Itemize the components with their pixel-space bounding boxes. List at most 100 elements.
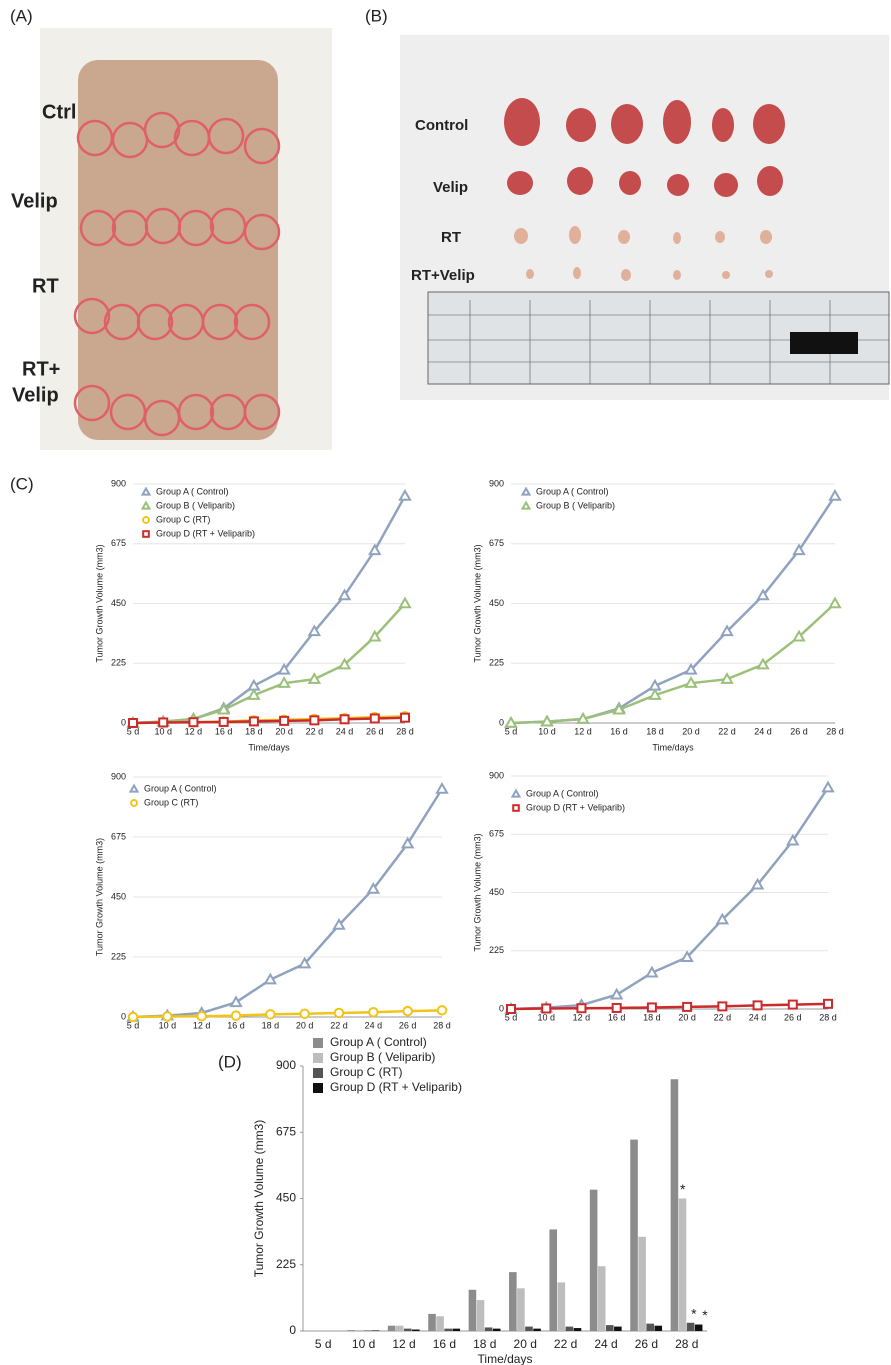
x-tick-label: 26 d	[790, 726, 808, 736]
marker	[612, 990, 622, 999]
legend-label: Group A ( Control)	[156, 486, 229, 496]
legend-label: Group C (RT)	[330, 1065, 402, 1079]
line	[133, 789, 442, 1017]
bar	[638, 1237, 646, 1331]
marker	[163, 1012, 172, 1021]
x-tick-label: 12 d	[193, 1020, 211, 1030]
legend-swatch	[313, 1083, 323, 1093]
x-tick-label: 24 d	[336, 726, 354, 736]
marker	[159, 718, 167, 726]
bar	[444, 1329, 452, 1331]
x-tick-label: 24 d	[749, 1012, 767, 1022]
x-tick-label: 26 d	[784, 1012, 802, 1022]
bar	[671, 1079, 679, 1331]
panel-label: (D)	[218, 1052, 242, 1071]
y-tick-label: 900	[276, 1058, 296, 1072]
y-tick-label: 0	[499, 717, 504, 727]
y-tick-label: 675	[489, 538, 504, 548]
marker	[403, 1007, 412, 1016]
x-tick-label: 20 d	[678, 1012, 696, 1022]
y-tick-label: 225	[111, 951, 126, 961]
x-tick-label: 10 d	[537, 1012, 555, 1022]
x-tick-label: 20 d	[275, 726, 293, 736]
y-tick-label: 675	[489, 829, 504, 839]
bar	[372, 1330, 380, 1331]
marker	[309, 674, 319, 683]
bar	[364, 1330, 372, 1331]
y-tick-label: 450	[489, 887, 504, 897]
panel-label: (C)	[10, 474, 34, 493]
y-tick-label: 225	[489, 945, 504, 955]
bar	[396, 1326, 404, 1331]
x-tick-label: 18 d	[245, 726, 263, 736]
x-tick-label: 20 d	[514, 1337, 537, 1351]
marker	[613, 1004, 621, 1012]
x-tick-label: 10 d	[159, 1020, 177, 1030]
x-tick-label: 10 d	[154, 726, 172, 736]
marker	[197, 1012, 206, 1021]
bar	[388, 1326, 396, 1331]
bar	[566, 1327, 574, 1331]
x-tick-label: 10 d	[352, 1337, 375, 1351]
marker	[400, 599, 410, 608]
panel-label: (A)	[10, 6, 33, 25]
marker	[401, 714, 409, 722]
marker	[280, 717, 288, 725]
y-tick-label: 0	[121, 1011, 126, 1021]
bar	[558, 1282, 566, 1331]
x-tick-label: 5 d	[505, 726, 518, 736]
marker	[131, 800, 137, 806]
significance-mark: *	[691, 1305, 697, 1321]
marker	[523, 503, 530, 509]
x-tick-label: 28 d	[819, 1012, 837, 1022]
y-tick-label: 900	[111, 478, 126, 488]
y-axis-label: Tumor Growth Volume (mm3)	[472, 833, 482, 951]
y-axis-label: Tumor Growth Volume (mm3)	[94, 544, 104, 662]
y-tick-label: 0	[499, 1003, 504, 1013]
legend-label: Group D (RT + Veliparib)	[330, 1080, 462, 1094]
marker	[266, 1010, 275, 1019]
x-tick-label: 24 d	[754, 726, 772, 736]
x-tick-label: 12 d	[573, 1012, 591, 1022]
marker	[823, 783, 833, 792]
marker	[824, 1000, 832, 1008]
y-tick-label: 900	[489, 478, 504, 488]
marker	[369, 1008, 378, 1017]
marker	[523, 489, 530, 495]
bar	[614, 1327, 622, 1331]
marker	[683, 1003, 691, 1011]
x-tick-label: 26 d	[635, 1337, 658, 1351]
x-tick-label: 16 d	[610, 726, 628, 736]
marker	[789, 1001, 797, 1009]
photo-label: RT	[441, 229, 461, 246]
bar	[493, 1329, 501, 1331]
legend-label: Group C (RT)	[144, 797, 198, 807]
bar	[654, 1326, 662, 1331]
y-tick-label: 0	[289, 1323, 296, 1337]
photo-label: RT+	[22, 358, 60, 380]
bar	[679, 1199, 687, 1332]
y-axis-label: Tumor Growth Volume (mm3)	[94, 838, 104, 956]
marker	[300, 1010, 309, 1019]
bar	[436, 1316, 444, 1331]
bar	[574, 1328, 582, 1331]
x-tick-label: 16 d	[227, 1020, 245, 1030]
legend-label: Group B ( Veliparib)	[156, 500, 235, 510]
marker	[250, 717, 258, 725]
bar	[428, 1314, 436, 1331]
marker	[279, 678, 289, 687]
x-tick-label: 22 d	[714, 1012, 732, 1022]
y-tick-label: 450	[489, 598, 504, 608]
line-chart: 0225450675900Tumor Growth Volume (mm3)5 …	[94, 771, 450, 1030]
marker	[542, 1004, 550, 1012]
photo-a: Ctrl Velip RT RT+ Velip	[11, 28, 332, 450]
marker	[143, 503, 150, 509]
x-tick-label: 18 d	[646, 726, 664, 736]
marker	[437, 784, 447, 793]
x-tick-label: 12 d	[185, 726, 203, 736]
bar	[412, 1330, 420, 1331]
photo-label: Velip	[12, 384, 59, 406]
legend-label: Group C (RT)	[156, 514, 210, 524]
x-tick-label: 28 d	[826, 726, 844, 736]
marker	[507, 1005, 515, 1013]
